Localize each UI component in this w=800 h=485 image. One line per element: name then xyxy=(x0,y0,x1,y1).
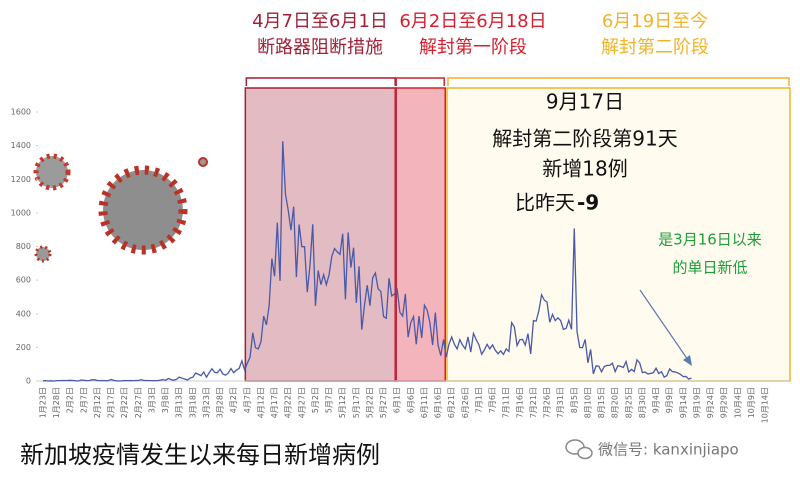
annotation-text: 解封第二阶段第91天 xyxy=(492,127,677,151)
x-tick-label: 5月7日 xyxy=(325,387,334,413)
x-tick-label: 9月4日 xyxy=(652,387,661,413)
x-tick-label: 8月20日 xyxy=(611,387,620,418)
x-tick-label: 5月22日 xyxy=(365,387,374,418)
x-tick-label: 7月21日 xyxy=(529,387,538,418)
x-tick-label: 4月12日 xyxy=(256,387,265,418)
x-tick-label: 4月17日 xyxy=(270,387,279,418)
x-tick-label: 6月26日 xyxy=(461,387,470,418)
phase-box xyxy=(446,87,791,382)
x-tick-label: 7月1日 xyxy=(474,387,483,413)
watermark: 微信号: kanxinjiapo xyxy=(598,441,739,459)
y-tick-label: 400 xyxy=(16,309,31,318)
phase-title: 6月2日至6月18日 xyxy=(399,11,546,32)
data-line xyxy=(42,141,692,382)
x-tick-label: 9月14日 xyxy=(679,387,688,418)
x-tick-label: 3月28日 xyxy=(216,387,225,418)
y-tick-label: 1400 xyxy=(11,141,31,150)
x-tick-label: 2月12日 xyxy=(93,387,102,418)
phase-title: 6月19日至今 xyxy=(602,11,708,32)
x-tick-label: 8月15日 xyxy=(597,387,606,418)
x-tick-label: 8月25日 xyxy=(624,387,633,418)
note-text: 的单日新低 xyxy=(672,259,747,277)
x-tick-label: 3月23日 xyxy=(202,387,211,418)
note-arrow xyxy=(639,289,689,361)
x-tick-label: 6月1日 xyxy=(393,387,402,413)
y-tick-label: 600 xyxy=(16,276,31,285)
x-tick-label: 10月9日 xyxy=(747,387,756,418)
phase-subtitle: 解封第一阶段 xyxy=(419,37,527,58)
x-tick-label: 1月28日 xyxy=(52,387,61,418)
x-tick-label: 4月27日 xyxy=(297,387,306,418)
wechat-icon xyxy=(565,439,593,460)
x-tick-label: 7月6日 xyxy=(488,387,497,413)
x-tick-label: 3月13日 xyxy=(175,387,184,418)
x-tick-label: 9月24日 xyxy=(706,387,715,418)
y-tick-label: 1600 xyxy=(11,108,31,117)
x-tick-label: 1月23日 xyxy=(39,387,48,418)
annotation-delta: -9 xyxy=(577,191,599,215)
x-tick-label: 4月7日 xyxy=(243,387,252,413)
x-tick-label: 5月2日 xyxy=(311,387,320,413)
x-tick-label: 7月11日 xyxy=(502,387,511,418)
y-tick-label: 800 xyxy=(16,242,31,251)
phase-subtitle: 解封第二阶段 xyxy=(601,37,709,58)
y-tick-label: 200 xyxy=(16,343,31,352)
x-tick-label: 6月6日 xyxy=(406,387,415,413)
x-tick-label: 8月10日 xyxy=(583,387,592,418)
x-tick-label: 5月27日 xyxy=(379,387,388,418)
x-tick-label: 7月31日 xyxy=(556,387,565,418)
phase-title: 4月7日至6月1日 xyxy=(252,11,388,32)
x-tick-label: 8月30日 xyxy=(638,387,647,418)
x-tick-label: 2月7日 xyxy=(79,387,88,413)
annotation-text: 新增18例 xyxy=(542,157,627,181)
x-tick-label: 6月16日 xyxy=(434,387,443,418)
annotation-text: 9月17日 xyxy=(546,90,624,114)
virus-decoration xyxy=(33,153,208,263)
x-tick-label: 10月14日 xyxy=(761,387,770,423)
phase-box xyxy=(244,87,397,382)
x-tick-label: 2月2日 xyxy=(66,387,75,413)
x-tick-label: 6月21日 xyxy=(447,387,456,418)
x-tick-label: 5月12日 xyxy=(338,387,347,418)
x-tick-label: 10月4日 xyxy=(733,387,742,418)
y-tick-label: 0 xyxy=(26,377,31,386)
x-tick-label: 4月2日 xyxy=(229,387,238,413)
x-tick-label: 5月17日 xyxy=(352,387,361,418)
phase-bracket xyxy=(447,77,790,86)
x-tick-label: 9月19日 xyxy=(692,387,701,418)
phase-bracket xyxy=(395,77,445,86)
x-tick-label: 3月3日 xyxy=(147,387,156,413)
x-tick-label: 9月29日 xyxy=(720,387,729,418)
note-text: 是3月16日以来 xyxy=(658,231,762,249)
x-tick-label: 2月22日 xyxy=(120,387,129,418)
y-tick-label: 1000 xyxy=(11,208,31,217)
x-tick-label: 7月16日 xyxy=(515,387,524,418)
x-tick-label: 8月5日 xyxy=(570,387,579,413)
x-tick-label: 4月22日 xyxy=(284,387,293,418)
note-arrowhead xyxy=(683,355,692,366)
phase-bracket xyxy=(245,77,396,86)
x-tick-label: 3月18日 xyxy=(188,387,197,418)
phase-subtitle: 断路器阻断措施 xyxy=(257,37,383,58)
x-tick-label: 2月17日 xyxy=(107,387,116,418)
x-tick-label: 9月9日 xyxy=(665,387,674,413)
chart-title: 新加坡疫情发生以来每日新增病例 xyxy=(20,441,380,469)
x-tick-label: 2月27日 xyxy=(134,387,143,418)
x-tick-label: 3月8日 xyxy=(161,387,170,413)
x-tick-label: 7月26日 xyxy=(543,387,552,418)
annotation-compare: 比昨天 xyxy=(515,191,575,215)
x-tick-label: 6月11日 xyxy=(420,387,429,418)
y-tick-label: 1200 xyxy=(11,175,31,184)
